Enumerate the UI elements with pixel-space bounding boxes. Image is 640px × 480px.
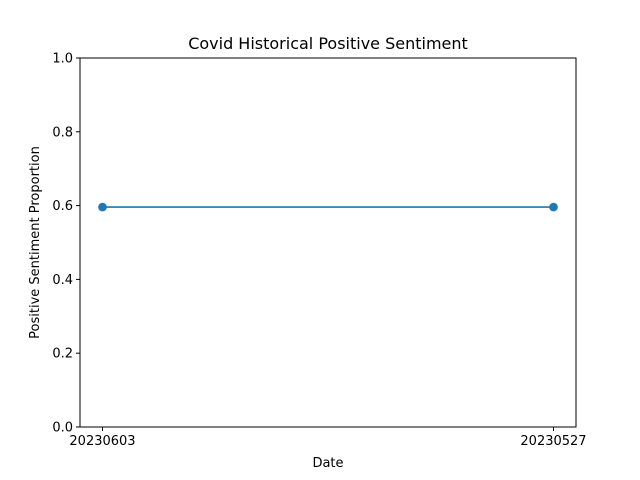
- x-axis-ticks: 20230603 20230527: [69, 427, 587, 449]
- series-layer: [98, 202, 558, 212]
- y-tick-label: 0.8: [52, 125, 73, 140]
- x-tick-label: 20230527: [520, 434, 586, 449]
- y-tick-label: 0.6: [52, 199, 73, 214]
- y-tick-label: 0.4: [52, 273, 73, 288]
- data-point: [98, 202, 107, 212]
- y-tick-label: 1.0: [52, 52, 73, 67]
- x-tick-label: 20230603: [69, 434, 135, 449]
- y-axis-label: Positive Sentiment Proportion: [28, 146, 43, 339]
- y-axis-ticks: 0.0 0.2 0.4 0.6 0.8 1.0: [52, 52, 80, 436]
- y-tick-label: 0.0: [52, 421, 73, 436]
- x-axis-label: Date: [312, 456, 343, 471]
- chart-title: Covid Historical Positive Sentiment: [188, 34, 468, 53]
- y-tick-label: 0.2: [52, 347, 73, 362]
- data-point: [549, 202, 558, 212]
- plot-frame: [79, 57, 577, 428]
